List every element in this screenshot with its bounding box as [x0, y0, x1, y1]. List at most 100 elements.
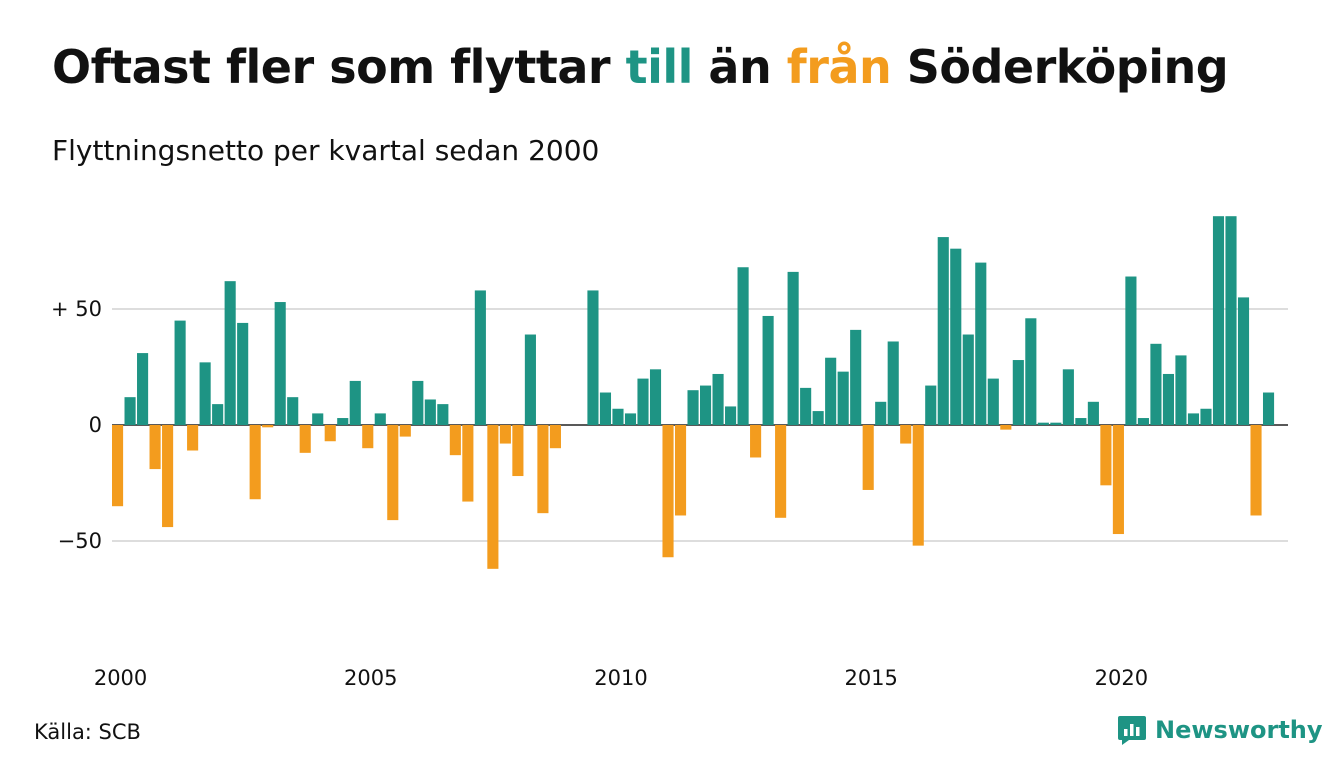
bar: [262, 425, 274, 428]
bar: [700, 385, 712, 425]
bar: [962, 334, 974, 425]
bar: [324, 425, 336, 442]
bar: [349, 380, 361, 425]
bar: [1162, 373, 1174, 425]
bar: [1062, 369, 1074, 425]
bar: [474, 290, 486, 425]
bar: [1000, 425, 1012, 430]
bar: [624, 413, 637, 425]
bar: [1050, 422, 1062, 425]
title-part-1: Oftast fler som flyttar: [52, 40, 626, 94]
bar: [1187, 413, 1200, 425]
bar: [462, 425, 474, 502]
bar: [187, 425, 199, 451]
newsworthy-logo: Newsworthy: [1117, 714, 1323, 746]
bar: [437, 404, 449, 425]
y-tick-label: + 50: [51, 297, 102, 321]
bar: [900, 425, 912, 444]
bar: [637, 378, 649, 425]
bar: [487, 425, 499, 569]
bar: [1087, 401, 1099, 425]
bar: [1100, 425, 1112, 486]
bar: [649, 369, 662, 425]
title-word-till: till: [625, 40, 694, 94]
newsworthy-logo-text: Newsworthy: [1155, 716, 1323, 744]
bar: [1137, 418, 1149, 425]
bar: [362, 425, 374, 449]
bar: [1012, 360, 1024, 425]
bar: [137, 353, 149, 425]
bar: [237, 322, 249, 425]
bar: [524, 334, 536, 425]
bar: [975, 262, 987, 425]
newsworthy-logo-icon: [1118, 716, 1146, 745]
x-tick-label: 2000: [94, 666, 147, 690]
chart-title: Oftast fler som flyttar till än från Söd…: [52, 40, 1229, 94]
bar: [1200, 408, 1212, 425]
bar: [762, 315, 774, 425]
bar: [1025, 318, 1037, 425]
bar: [787, 271, 799, 425]
bar: [925, 385, 937, 425]
bar: [512, 425, 524, 477]
bar: [337, 418, 349, 425]
bar: [249, 425, 261, 500]
bar: [224, 281, 236, 425]
bar: [750, 425, 762, 458]
bar: [112, 425, 124, 507]
bar: [775, 425, 787, 518]
bar: [1150, 343, 1162, 425]
bar: [850, 329, 862, 425]
bar: [687, 390, 699, 425]
bar: [287, 397, 299, 425]
bar: [662, 425, 674, 558]
bar: [174, 320, 186, 425]
bar: [1225, 216, 1237, 425]
bar: [800, 387, 812, 425]
bar: [825, 357, 837, 425]
bar: [412, 380, 424, 425]
bar: [887, 341, 899, 425]
title-part-2: än: [692, 40, 787, 94]
x-tick-label: 2020: [1095, 666, 1148, 690]
bar: [162, 425, 174, 528]
bar: [1112, 425, 1124, 535]
title-part-3: Söderköping: [891, 40, 1229, 94]
bar: [549, 425, 561, 449]
bar: [599, 392, 612, 425]
bar: [812, 411, 824, 425]
bar: [1125, 276, 1137, 425]
y-tick-label: 0: [89, 413, 102, 437]
bar: [862, 425, 874, 490]
bar: [299, 425, 311, 453]
bar: [499, 425, 511, 444]
bar: [212, 404, 224, 425]
bar: [737, 267, 749, 425]
title-word-fran: från: [786, 40, 892, 94]
bar: [274, 302, 286, 425]
bar: [387, 425, 399, 521]
bar: [199, 362, 211, 425]
source-label: Källa: SCB: [34, 720, 141, 744]
bar: [124, 397, 136, 425]
bar: [987, 378, 999, 425]
x-tick-label: 2015: [844, 666, 897, 690]
bar: [399, 425, 411, 437]
bar: [449, 425, 461, 456]
y-tick-label: −50: [58, 529, 102, 553]
bar: [612, 408, 624, 425]
bar: [1175, 355, 1187, 425]
bar: [712, 373, 724, 425]
bar: [950, 248, 962, 425]
bar: [1212, 216, 1225, 425]
bar: [1237, 297, 1250, 425]
x-tick-label: 2005: [344, 666, 397, 690]
bar: [674, 425, 687, 516]
bar: [1250, 425, 1262, 516]
bar: [837, 371, 849, 425]
bar: [875, 401, 887, 425]
bar: [312, 413, 324, 425]
bar: [537, 425, 549, 514]
x-tick-label: 2010: [594, 666, 647, 690]
